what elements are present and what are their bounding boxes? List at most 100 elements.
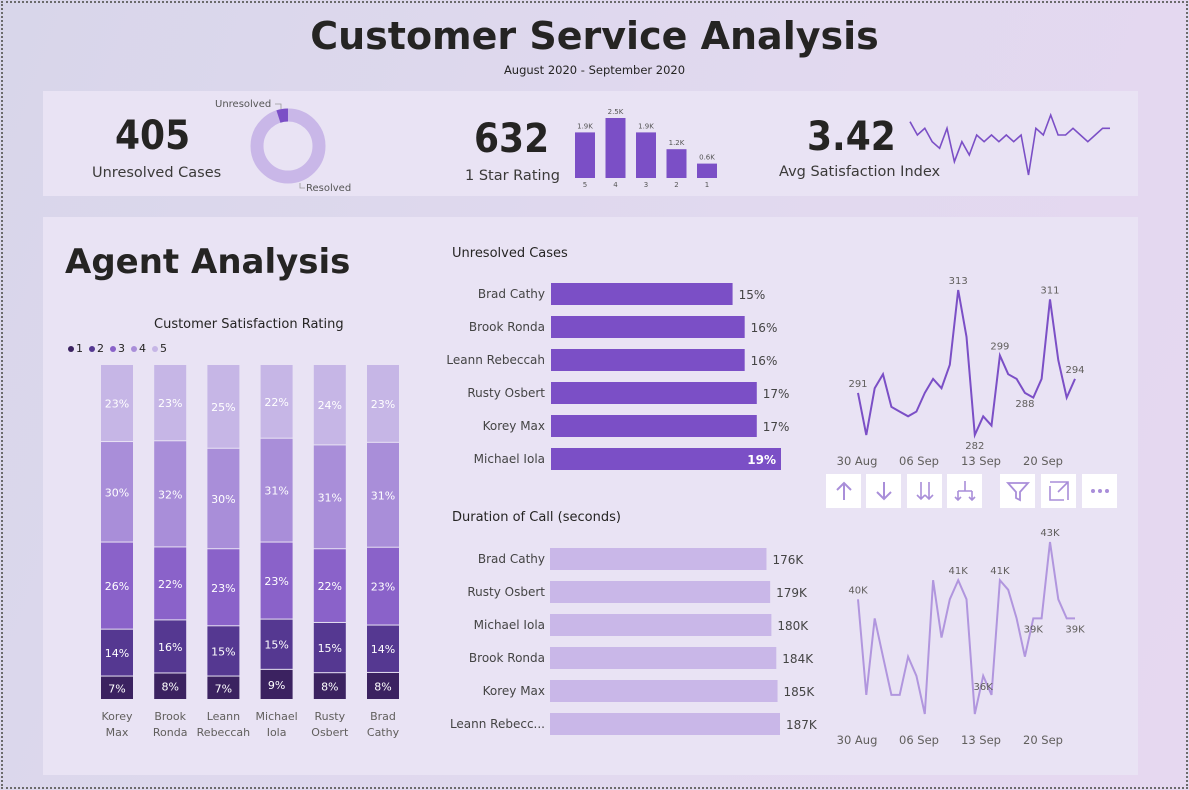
more-options-button[interactable] bbox=[1082, 474, 1117, 508]
star-bar-1[interactable] bbox=[697, 163, 717, 178]
rating-legend[interactable]: 1 2 3 4 5 bbox=[68, 342, 167, 355]
agent-bar[interactable] bbox=[551, 349, 745, 371]
agent-bar[interactable] bbox=[551, 316, 745, 338]
stacked-segment-5[interactable] bbox=[101, 365, 133, 442]
donut-resolved-slice[interactable] bbox=[250, 108, 326, 184]
daily-duration-line-chart[interactable]: 40K 41K 36K 41K 39K 43K 39K 30 Aug 06 Sep 13 Sep 2… bbox=[830, 515, 1120, 755]
legend-label: 4 bbox=[139, 342, 146, 355]
star-bar-2[interactable] bbox=[666, 149, 687, 178]
satisfaction-line[interactable] bbox=[909, 112, 1110, 176]
agent-bar[interactable] bbox=[551, 283, 733, 305]
unresolved-by-agent-chart[interactable]: Brad Cathy 15% Brook Ronda 16% Leann Rebecca… bbox=[440, 278, 820, 478]
legend-item-5[interactable]: 5 bbox=[152, 342, 167, 355]
star-rating-histogram[interactable]: 1.9K 5 2.5K 4 1.9K 3 1.2K 2 0.6K 1 bbox=[565, 100, 730, 195]
daily-cases-line-chart[interactable]: 291 313 282 299 288 311 294 30 Aug 06 Sep 13 Sep 2… bbox=[830, 265, 1120, 475]
stacked-segment-5[interactable] bbox=[313, 365, 346, 445]
unresolved-cases-label: Unresolved Cases bbox=[92, 165, 222, 181]
agent-bar[interactable] bbox=[550, 548, 767, 570]
avg-satisfaction-value: 3.42 bbox=[807, 114, 896, 160]
stacked-segment-2[interactable] bbox=[260, 619, 293, 669]
agent-bar[interactable] bbox=[550, 581, 771, 603]
stacked-segment-label: 8% bbox=[161, 681, 178, 694]
legend-item-4[interactable]: 4 bbox=[131, 342, 146, 355]
double-arrow-down-button[interactable] bbox=[907, 474, 942, 508]
trend-point-label: 39K bbox=[1065, 624, 1085, 635]
trend-point-label: 282 bbox=[965, 441, 984, 452]
stacked-segment-4[interactable] bbox=[154, 441, 187, 547]
agent-bar[interactable] bbox=[550, 647, 777, 669]
stacked-segment-1[interactable] bbox=[101, 676, 133, 699]
stacked-segment-label: 22% bbox=[318, 580, 342, 593]
stacked-segment-2[interactable] bbox=[207, 626, 240, 676]
stacked-segment-3[interactable] bbox=[154, 547, 187, 620]
x-axis-tick: 13 Sep bbox=[961, 454, 1001, 468]
bar-value-label: 184K bbox=[782, 652, 814, 666]
stacked-segment-5[interactable] bbox=[207, 365, 240, 448]
stacked-segment-2[interactable] bbox=[154, 620, 187, 673]
agent-axis-label: Brad bbox=[370, 710, 396, 723]
star-bar-value: 1.9K bbox=[638, 122, 654, 130]
stacked-segment-1[interactable] bbox=[367, 672, 399, 699]
stacked-segment-4[interactable] bbox=[260, 438, 293, 542]
agent-bar[interactable] bbox=[551, 448, 781, 470]
stacked-segment-label: 23% bbox=[211, 582, 235, 595]
x-axis-tick: 20 Sep bbox=[1023, 733, 1063, 747]
expand-hierarchy-button[interactable] bbox=[947, 474, 982, 508]
agent-axis-label: Rusty bbox=[314, 710, 345, 723]
agent-bar[interactable] bbox=[550, 713, 780, 735]
filter-button[interactable] bbox=[1000, 474, 1035, 508]
bar-agent-label: Leann Rebecc... bbox=[450, 717, 545, 731]
stacked-segment-5[interactable] bbox=[367, 365, 399, 442]
duration-bar-title: Duration of Call (seconds) bbox=[452, 510, 621, 525]
satisfaction-sparkline[interactable] bbox=[905, 110, 1115, 185]
star-bar-4[interactable] bbox=[605, 118, 626, 178]
star-axis-label: 3 bbox=[644, 181, 648, 189]
arrow-down-button[interactable] bbox=[866, 474, 901, 508]
stacked-segment-2[interactable] bbox=[101, 629, 133, 676]
agent-bar[interactable] bbox=[550, 680, 778, 702]
stacked-segment-2[interactable] bbox=[313, 622, 346, 673]
agent-bar[interactable] bbox=[551, 415, 757, 437]
stacked-segment-2[interactable] bbox=[367, 625, 399, 672]
stacked-segment-5[interactable] bbox=[154, 365, 187, 441]
satisfaction-stacked-chart[interactable]: 7% 14% 26% 30% 23% Korey Max 8% 16% 22% 32% 23% Broo… bbox=[90, 360, 410, 745]
trend-point-label: 288 bbox=[1015, 399, 1034, 410]
resolution-donut-chart[interactable]: Unresolved Resolved bbox=[205, 95, 365, 195]
stacked-segment-3[interactable] bbox=[207, 549, 240, 626]
stacked-segment-label: 22% bbox=[264, 396, 288, 409]
arrow-up-button[interactable] bbox=[826, 474, 861, 508]
legend-item-1[interactable]: 1 bbox=[68, 342, 83, 355]
agent-bar[interactable] bbox=[550, 614, 772, 636]
trend-line[interactable] bbox=[857, 541, 1075, 715]
stacked-segment-1[interactable] bbox=[313, 673, 346, 699]
focus-mode-button[interactable] bbox=[1041, 474, 1076, 508]
trend-line[interactable] bbox=[857, 289, 1076, 439]
stacked-segment-label: 30% bbox=[211, 493, 235, 506]
stacked-segment-3[interactable] bbox=[367, 547, 399, 625]
stacked-segment-1[interactable] bbox=[260, 669, 293, 699]
stacked-segment-3[interactable] bbox=[101, 542, 133, 629]
star-bar-3[interactable] bbox=[636, 132, 656, 178]
stacked-segment-1[interactable] bbox=[154, 673, 187, 699]
legend-item-2[interactable]: 2 bbox=[89, 342, 104, 355]
one-star-value: 632 bbox=[474, 116, 550, 162]
star-axis-label: 4 bbox=[613, 181, 618, 189]
star-bar-5[interactable] bbox=[575, 132, 595, 178]
bar-agent-label: Korey Max bbox=[483, 684, 545, 698]
agent-bar[interactable] bbox=[551, 382, 757, 404]
stacked-segment-4[interactable] bbox=[313, 445, 346, 549]
bar-value-label: 179K bbox=[776, 586, 808, 600]
stacked-segment-3[interactable] bbox=[260, 542, 293, 619]
stacked-segment-1[interactable] bbox=[207, 676, 240, 699]
stacked-segment-label: 7% bbox=[108, 682, 125, 695]
stacked-segment-3[interactable] bbox=[313, 549, 346, 622]
legend-item-3[interactable]: 3 bbox=[110, 342, 125, 355]
stacked-segment-4[interactable] bbox=[367, 442, 399, 547]
stacked-segment-4[interactable] bbox=[101, 442, 133, 542]
agent-axis-label: Iola bbox=[267, 726, 287, 739]
duration-by-agent-chart[interactable]: Brad Cathy 176K Rusty Osbert 179K Michael Io… bbox=[440, 543, 820, 743]
stacked-segment-4[interactable] bbox=[207, 448, 240, 549]
stacked-segment-5[interactable] bbox=[260, 365, 293, 438]
more-options-icon bbox=[1090, 489, 1109, 493]
stacked-segment-label: 24% bbox=[318, 399, 342, 412]
